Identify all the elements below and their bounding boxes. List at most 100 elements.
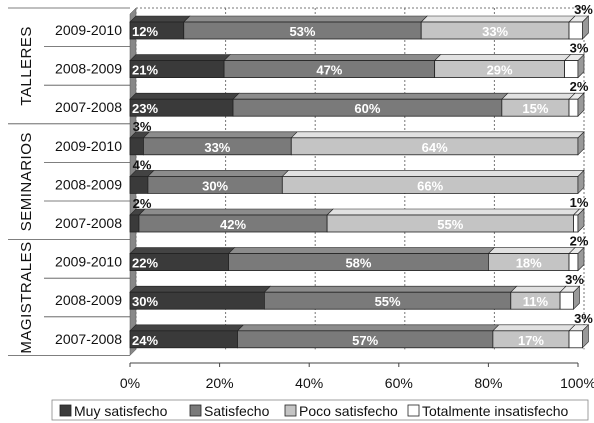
data-label: 18% xyxy=(516,256,542,271)
bar-top-face xyxy=(501,92,576,100)
bar-top-face xyxy=(227,247,496,254)
category-label: 2009-2010 xyxy=(55,138,122,154)
bar-end-face xyxy=(577,131,585,156)
data-label: 23% xyxy=(132,101,158,116)
bar-top-face xyxy=(420,15,576,23)
legend-swatch xyxy=(189,404,202,417)
data-label: 29% xyxy=(487,63,513,78)
bar-top-face xyxy=(232,92,509,100)
legend-label: Poco satisfecho xyxy=(299,403,398,419)
bar-end-face xyxy=(577,53,585,79)
group-label: MAGISTRALES xyxy=(18,241,35,353)
bar-top-face xyxy=(223,54,442,61)
x-tick-label: 0% xyxy=(120,375,140,391)
bar-top-face xyxy=(129,54,231,61)
bar-top-face xyxy=(433,54,572,61)
data-label: 47% xyxy=(316,63,342,78)
data-label: 12% xyxy=(132,24,158,39)
data-label: 30% xyxy=(202,178,228,193)
category-label: 2007-2008 xyxy=(55,99,122,115)
category-label: 2007-2008 xyxy=(55,215,122,231)
data-label: 2% xyxy=(570,234,589,249)
data-label: 3% xyxy=(133,119,152,134)
legend-swatch xyxy=(59,404,72,417)
x-tick-label: 80% xyxy=(474,375,502,391)
bar-top-face xyxy=(236,324,500,332)
bar-segment xyxy=(568,21,583,40)
data-label: 58% xyxy=(345,256,371,271)
data-label: 42% xyxy=(220,217,246,232)
bar-top-face xyxy=(487,247,576,254)
data-label: 3% xyxy=(565,272,584,287)
legend-label: Muy satisfecho xyxy=(74,403,168,419)
bar-top-face xyxy=(281,170,585,177)
bar-top-face xyxy=(129,92,240,100)
bar-top-face xyxy=(510,285,567,293)
category-label: 2007-2008 xyxy=(55,331,122,347)
bar-top-face xyxy=(138,208,334,216)
data-label: 55% xyxy=(437,217,463,232)
bar-segment xyxy=(573,214,579,233)
bar-top-face xyxy=(147,170,290,177)
data-label: 21% xyxy=(132,63,158,78)
bar-top-face xyxy=(129,247,236,254)
bar-segment xyxy=(129,214,140,233)
bar-end-face xyxy=(582,15,589,40)
data-label: 3% xyxy=(574,2,593,17)
legend-swatch xyxy=(284,404,297,417)
data-label: 2% xyxy=(570,79,589,94)
legend-box xyxy=(51,399,589,421)
data-label: 64% xyxy=(422,140,448,155)
category-label: 2009-2010 xyxy=(55,22,122,38)
data-label: 33% xyxy=(204,140,230,155)
bar-segment xyxy=(568,253,579,272)
bar-segment xyxy=(559,291,574,310)
legend-label: Totalmente insatisfecho xyxy=(422,403,569,419)
bar-segment xyxy=(568,98,579,117)
bar-top-face xyxy=(492,324,576,332)
legend-label: Satisfecho xyxy=(204,403,270,419)
x-tick-label: 20% xyxy=(206,375,234,391)
data-label: 53% xyxy=(289,24,315,39)
bar-segment xyxy=(568,330,583,349)
data-label: 22% xyxy=(132,256,158,271)
data-label: 11% xyxy=(523,294,549,309)
data-label: 33% xyxy=(482,24,508,39)
bar-end-face xyxy=(577,246,585,272)
bar-end-face xyxy=(577,92,585,117)
bar-top-face xyxy=(142,131,299,139)
bar-segment xyxy=(129,175,149,194)
data-label: 55% xyxy=(375,294,401,309)
data-label: 15% xyxy=(522,101,548,116)
bar-top-face xyxy=(129,324,245,332)
data-label: 4% xyxy=(133,157,152,172)
bar-end-face xyxy=(577,169,585,195)
data-label: 17% xyxy=(518,333,544,348)
bar-end-face xyxy=(582,324,589,349)
data-label: 60% xyxy=(354,101,380,116)
bar-end-face xyxy=(577,208,585,233)
data-label: 30% xyxy=(132,294,158,309)
x-tick-label: 40% xyxy=(295,375,323,391)
legend-swatch xyxy=(407,404,420,417)
bar-segment xyxy=(564,60,579,78)
bar-segment xyxy=(129,137,144,156)
bar-top-face xyxy=(183,15,428,23)
category-label: 2008-2009 xyxy=(55,176,122,192)
data-label: 57% xyxy=(352,333,378,348)
category-label: 2008-2009 xyxy=(55,292,122,308)
data-label: 66% xyxy=(417,178,443,193)
category-label: 2008-2009 xyxy=(55,61,122,77)
data-label: 1% xyxy=(570,195,589,210)
bar-top-face xyxy=(129,15,191,23)
category-label: 2009-2010 xyxy=(55,254,122,270)
data-label: 3% xyxy=(574,311,593,326)
group-label: SEMINARIOS xyxy=(18,132,35,231)
group-label: TALLERES xyxy=(18,26,35,106)
data-label: 2% xyxy=(133,196,152,211)
data-label: 24% xyxy=(132,333,158,348)
data-label: 3% xyxy=(570,41,589,56)
x-tick-label: 100% xyxy=(560,375,594,391)
bar-top-face xyxy=(326,208,581,216)
